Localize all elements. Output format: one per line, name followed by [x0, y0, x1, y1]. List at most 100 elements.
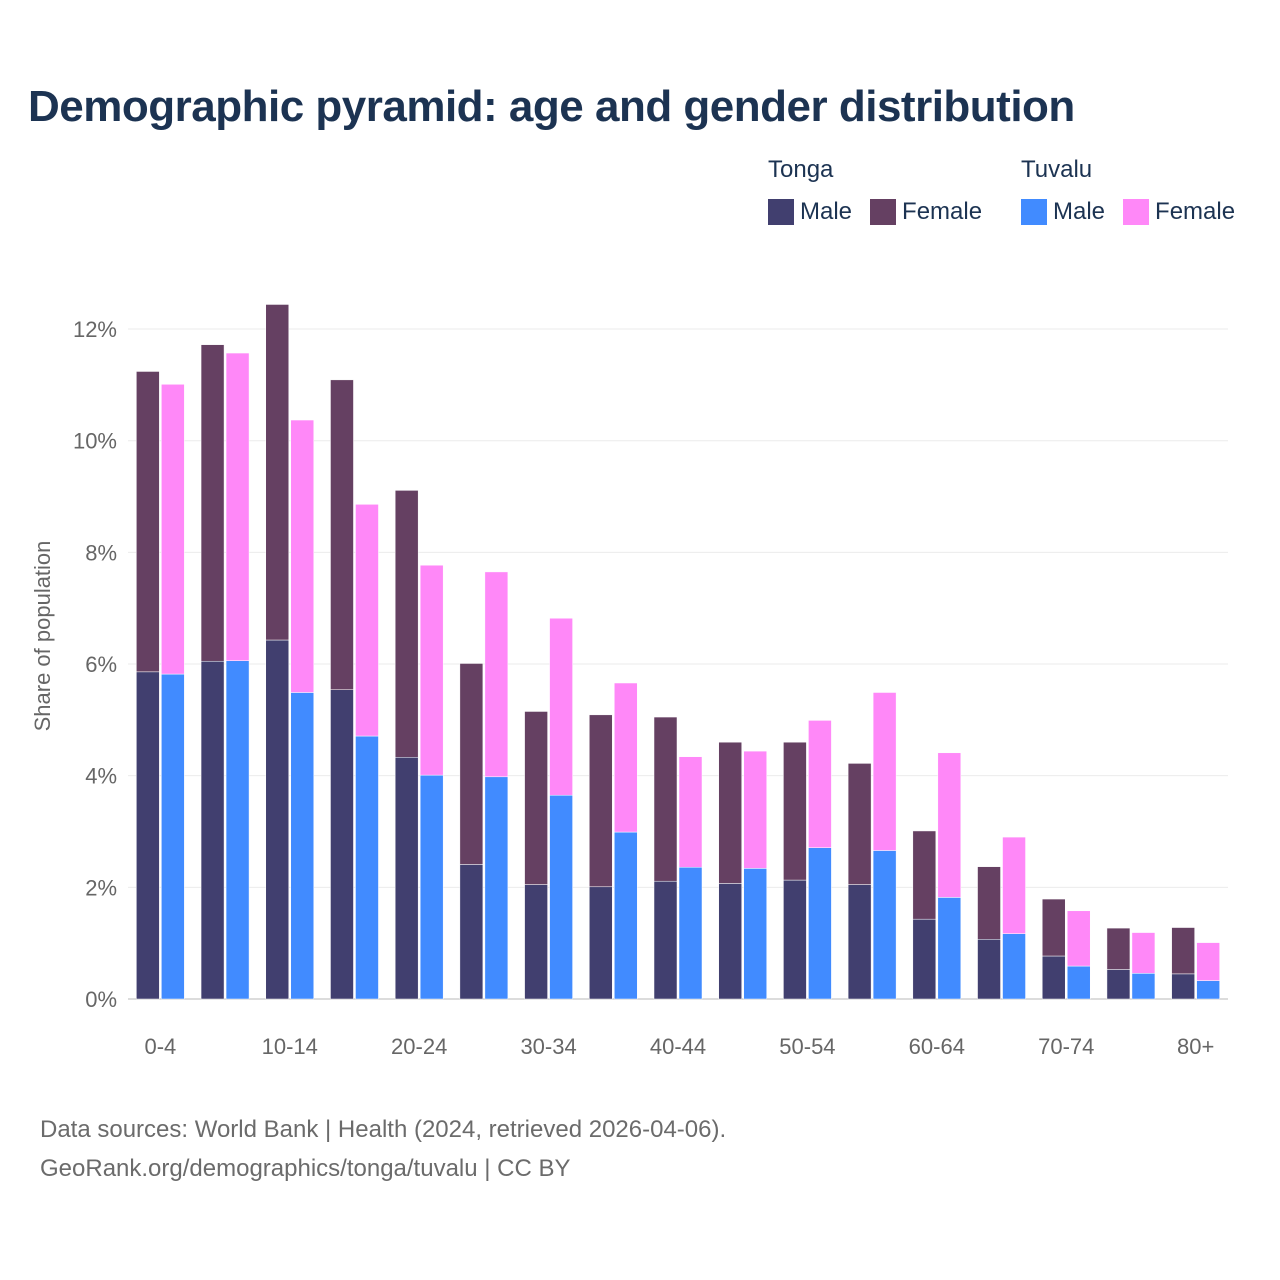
- bar-tuvalu-male: [678, 866, 703, 1000]
- bar-tuvalu-female: [1131, 932, 1156, 974]
- bar-tuvalu-male: [1131, 973, 1156, 1000]
- bar-tonga-female: [653, 716, 678, 882]
- bar-tonga-male: [524, 884, 548, 1000]
- bar-tuvalu-male: [355, 735, 379, 1000]
- bar-tonga-female: [718, 741, 742, 884]
- bar-tonga-male: [265, 639, 290, 1000]
- legend-swatch: [768, 199, 794, 225]
- bar-tuvalu-female: [1066, 910, 1091, 967]
- legend-label: Male: [1053, 198, 1106, 225]
- bar-tuvalu-female: [937, 752, 962, 898]
- bar-tuvalu-female: [1196, 942, 1220, 981]
- bar-tuvalu-male: [808, 847, 832, 1000]
- bar-tonga-male: [653, 880, 678, 1000]
- bar-tonga-male: [330, 689, 354, 1000]
- bar-tonga-female: [977, 866, 1001, 940]
- legend-item-tonga-male[interactable]: Male: [768, 198, 852, 226]
- footer-attribution: GeoRank.org/demographics/tonga/tuvalu | …: [40, 1155, 571, 1182]
- legend-item-tonga-female[interactable]: Female: [870, 198, 982, 226]
- bar-tuvalu-female: [549, 617, 573, 796]
- bar-tuvalu-female: [225, 352, 250, 661]
- bar-tonga-female: [330, 379, 354, 690]
- bar-tuvalu-female: [419, 564, 444, 776]
- bar-tuvalu-male: [290, 692, 315, 1000]
- bar-tonga-female: [1106, 927, 1131, 970]
- bar-tonga-female: [1041, 898, 1066, 957]
- y-tick-label: 12%: [73, 317, 117, 342]
- x-tick-label: 60-64: [909, 1034, 965, 1059]
- x-tick-label: 10-14: [262, 1034, 318, 1059]
- bar-tonga-female: [1171, 927, 1195, 975]
- y-tick-label: 8%: [85, 540, 117, 565]
- bar-tonga-male: [912, 918, 937, 1000]
- bar-tuvalu-male: [614, 831, 638, 1000]
- bar-tuvalu-female: [1002, 836, 1026, 934]
- bar-tuvalu-male: [419, 774, 444, 1000]
- chart-title: Demographic pyramid: age and gender dist…: [28, 82, 1075, 131]
- bar-tonga-male: [977, 939, 1001, 1000]
- bar-tonga-female: [200, 344, 225, 662]
- legend-swatch: [1021, 199, 1047, 225]
- bar-tuvalu-male: [484, 776, 509, 1000]
- legend-item-tuvalu-female[interactable]: Female: [1123, 198, 1235, 226]
- y-tick-label: 2%: [85, 875, 117, 900]
- bar-tuvalu-female: [872, 692, 897, 851]
- bar-tonga-male: [200, 660, 225, 1000]
- bar-tonga-female: [524, 711, 548, 885]
- bar-tuvalu-male: [225, 660, 250, 1000]
- legend-group-title: Tonga: [768, 156, 834, 183]
- x-tick-label: 40-44: [650, 1034, 706, 1059]
- x-tick-label: 20-24: [391, 1034, 447, 1059]
- legend-item-tuvalu-male[interactable]: Male: [1021, 198, 1105, 226]
- y-tick-label: 4%: [85, 764, 117, 789]
- bar-tuvalu-female: [678, 756, 703, 868]
- legend-swatch: [1123, 199, 1150, 225]
- bar-tonga-female: [912, 830, 937, 920]
- bar-tonga-female: [589, 714, 613, 888]
- bar-tuvalu-male: [743, 868, 767, 1000]
- bar-tonga-male: [847, 884, 872, 1000]
- bar-tuvalu-female: [355, 504, 379, 737]
- y-tick-label: 10%: [73, 429, 117, 454]
- bar-tuvalu-female: [743, 750, 767, 869]
- y-axis-label: Share of population: [30, 541, 55, 732]
- bar-tuvalu-female: [290, 419, 315, 693]
- y-tick-label: 0%: [85, 987, 117, 1012]
- x-tick-label: 30-34: [520, 1034, 576, 1059]
- bar-tonga-male: [589, 886, 613, 1000]
- bar-tuvalu-male: [161, 673, 185, 1000]
- bar-tonga-male: [459, 864, 484, 1000]
- legend-group-title: Tuvalu: [1021, 156, 1093, 183]
- bar-tonga-male: [1171, 973, 1195, 1000]
- bar-tuvalu-male: [1196, 980, 1220, 1000]
- bar-tonga-female: [783, 741, 807, 881]
- bar-tuvalu-male: [937, 897, 962, 1000]
- bar-tonga-female: [265, 304, 290, 641]
- bar-tuvalu-male: [1066, 965, 1091, 1000]
- bar-tonga-male: [1041, 955, 1066, 1000]
- legend-swatch: [870, 199, 897, 225]
- bar-tonga-female: [136, 371, 160, 673]
- bar-tuvalu-female: [484, 571, 509, 778]
- legend-label: Male: [800, 198, 853, 225]
- bar-tonga-male: [718, 883, 742, 1000]
- bar-tonga-male: [1106, 969, 1131, 1000]
- y-tick-label: 6%: [85, 652, 117, 677]
- bar-tuvalu-male: [872, 850, 897, 1000]
- bar-tuvalu-female: [614, 682, 638, 833]
- bar-tuvalu-male: [549, 794, 573, 1000]
- bar-tuvalu-male: [1002, 933, 1026, 1000]
- bar-tuvalu-female: [161, 384, 185, 675]
- legend-group-tonga: Tonga Male Female: [768, 156, 982, 226]
- legend-label: Female: [902, 198, 983, 225]
- legend-label: Female: [1155, 198, 1236, 225]
- bar-tonga-male: [783, 879, 807, 1000]
- bar-tonga-female: [394, 490, 419, 758]
- x-tick-label: 50-54: [779, 1034, 835, 1059]
- footer-source: Data sources: World Bank | Health (2024,…: [40, 1116, 727, 1143]
- x-tick-label: 0-4: [144, 1034, 176, 1059]
- bar-tonga-female: [459, 663, 484, 865]
- x-tick-label: 80+: [1177, 1034, 1214, 1059]
- bar-tonga-female: [847, 763, 872, 885]
